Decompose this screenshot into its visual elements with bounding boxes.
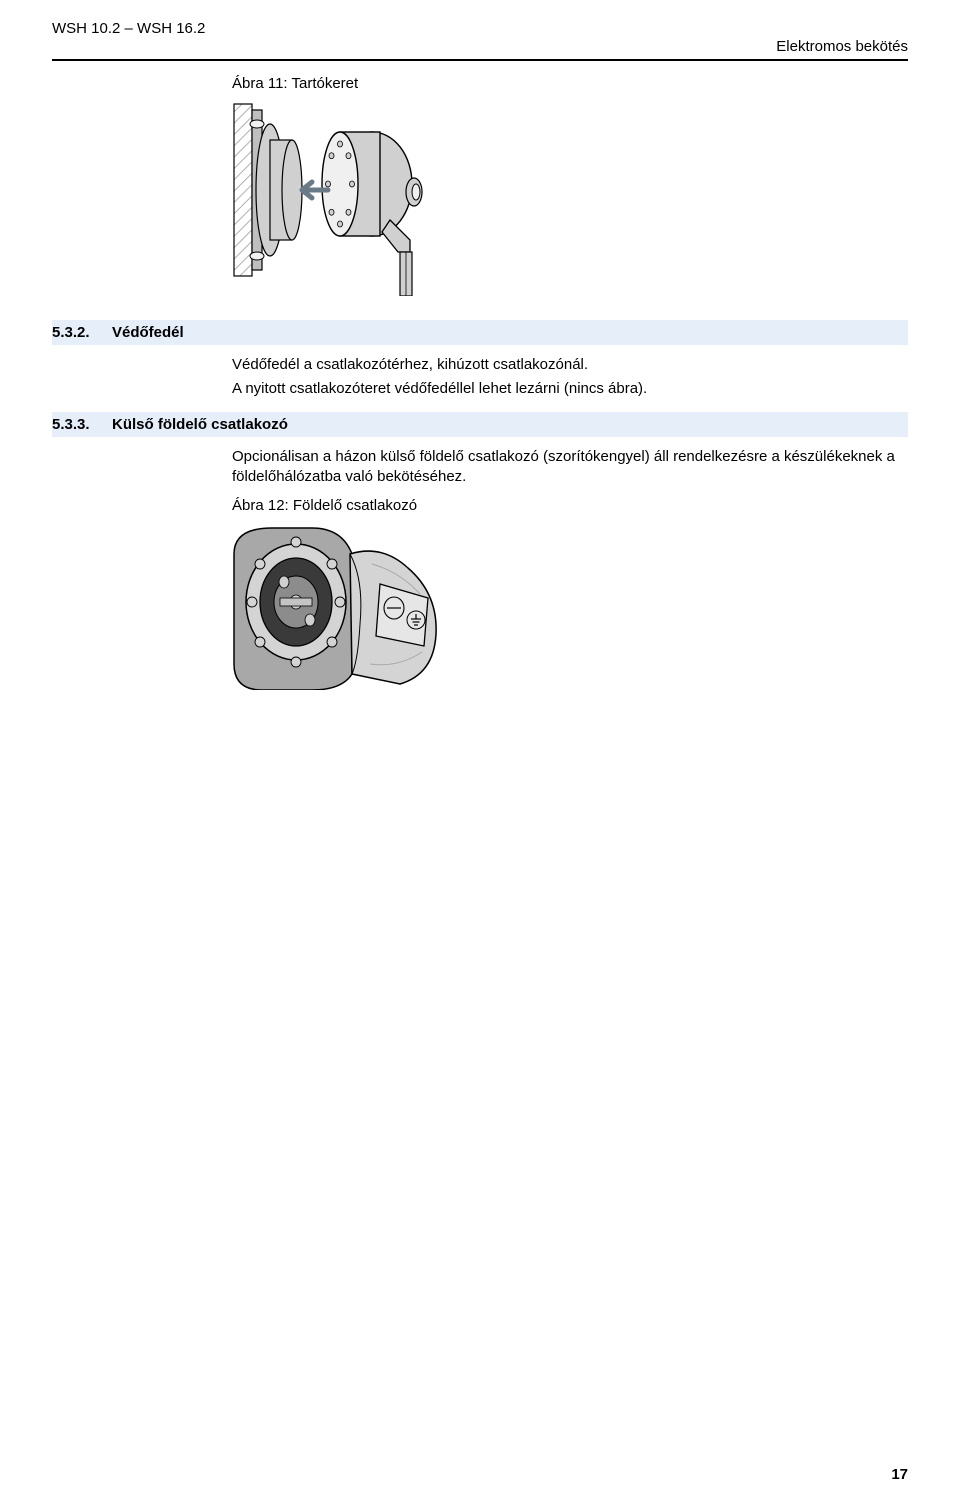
page-number: 17 bbox=[891, 1466, 908, 1483]
figure-11 bbox=[232, 102, 908, 296]
section-532-title: Védőfedél bbox=[112, 324, 908, 341]
figure-12-illustration bbox=[232, 524, 444, 690]
section-533-title: Külső földelő csatlakozó bbox=[112, 416, 908, 433]
section-532-p2: A nyitott csatlakozóteret védőfedéllel l… bbox=[232, 379, 908, 399]
figure-12-caption: Ábra 12: Földelő csatlakozó bbox=[232, 497, 908, 514]
section-533-p1: Opcionálisan a házon külső földelő csatl… bbox=[232, 447, 908, 488]
page-header: WSH 10.2 – WSH 16.2 Elektromos bekötés bbox=[52, 18, 908, 55]
section-533-number: 5.3.3. bbox=[52, 416, 112, 433]
figure-12 bbox=[232, 524, 908, 690]
section-532-p1: Védőfedél a csatlakozótérhez, kihúzott c… bbox=[232, 355, 908, 375]
header-left: WSH 10.2 – WSH 16.2 bbox=[52, 18, 205, 37]
header-rule bbox=[52, 59, 908, 61]
section-532-heading: 5.3.2. Védőfedél bbox=[52, 320, 908, 345]
figure-11-illustration bbox=[232, 102, 446, 296]
content-area: Ábra 11: Tartókeret 5.3.2. Védőfedél Véd… bbox=[52, 75, 908, 714]
page: WSH 10.2 – WSH 16.2 Elektromos bekötés Á… bbox=[0, 0, 960, 1505]
figure-11-caption: Ábra 11: Tartókeret bbox=[232, 75, 908, 92]
section-533-heading: 5.3.3. Külső földelő csatlakozó bbox=[52, 412, 908, 437]
header-right: Elektromos bekötés bbox=[776, 18, 908, 55]
section-532-number: 5.3.2. bbox=[52, 324, 112, 341]
